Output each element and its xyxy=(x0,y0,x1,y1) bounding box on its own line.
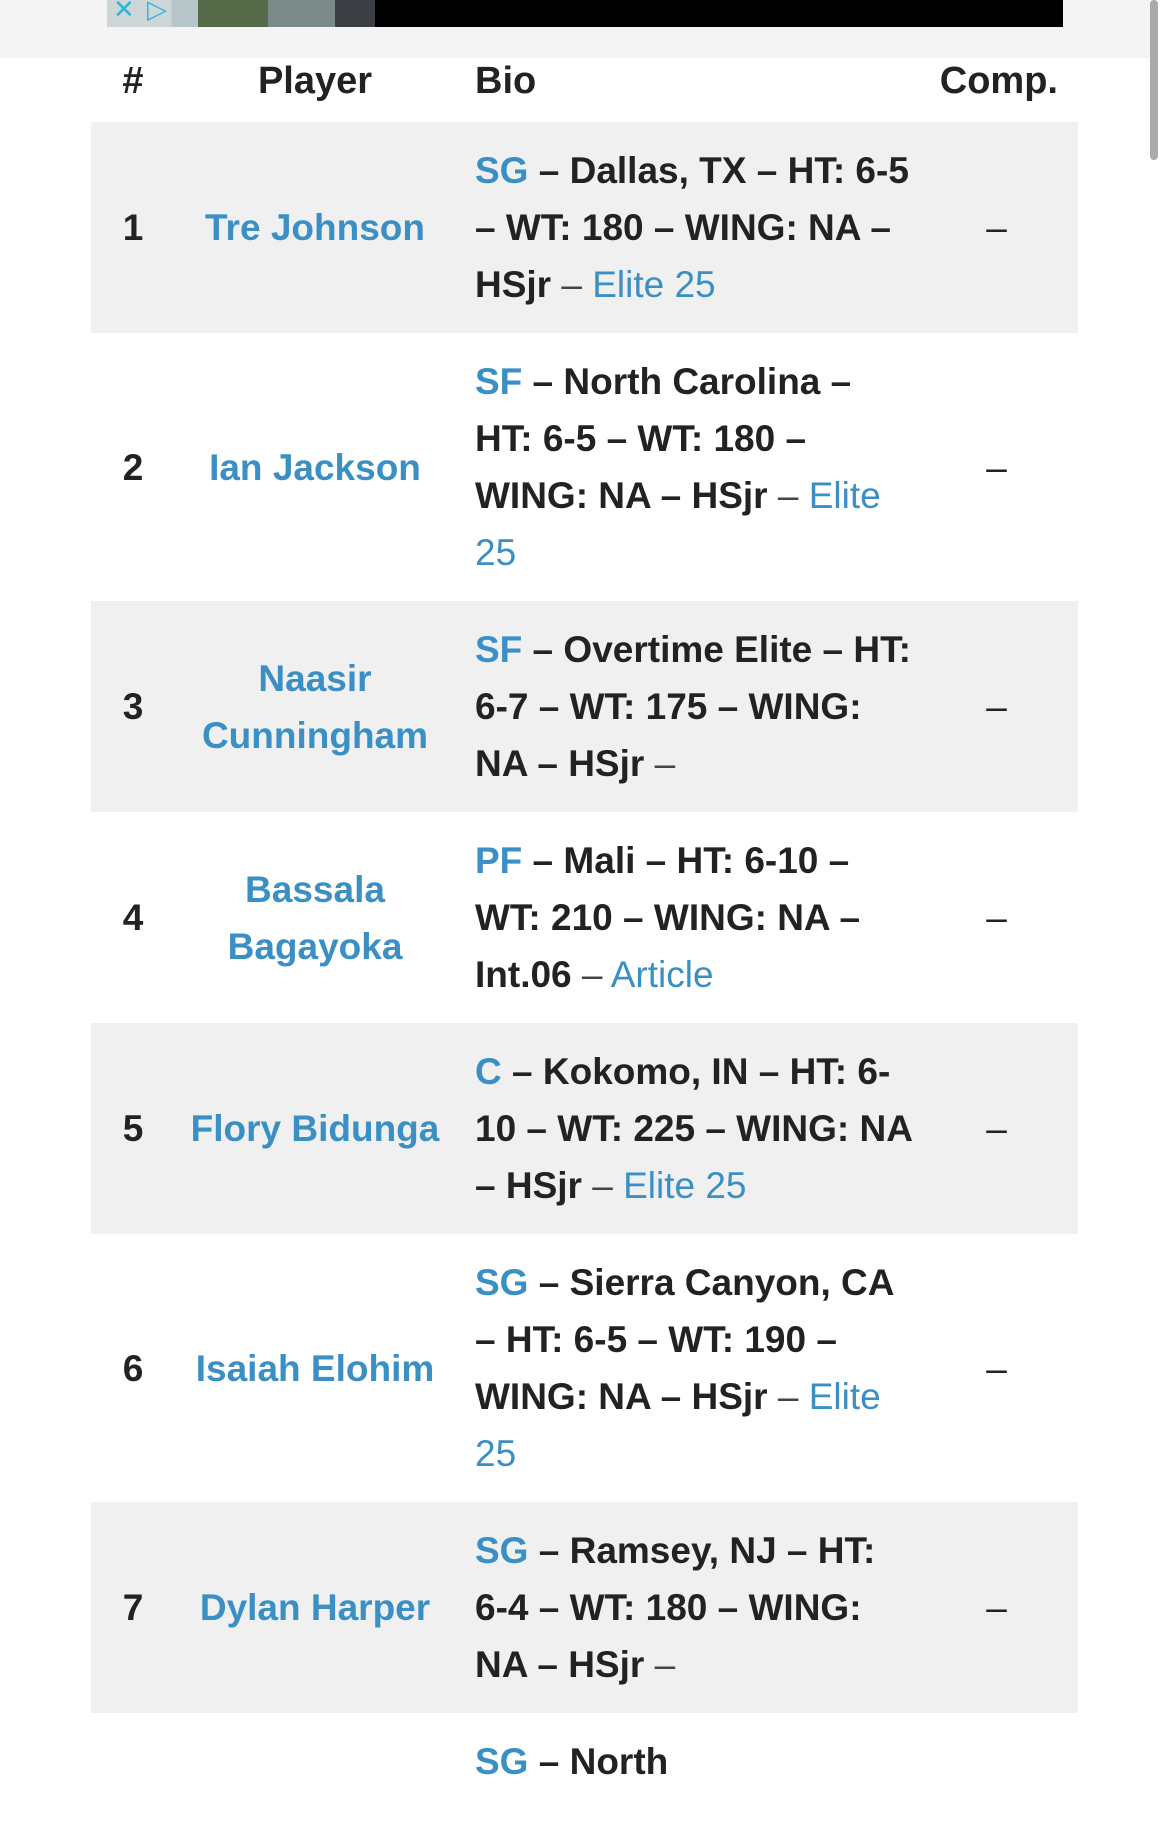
player-cell: Naasir Cunningham xyxy=(175,601,455,812)
player-link[interactable]: Tre Johnson xyxy=(205,207,425,248)
rank: 4 xyxy=(122,897,144,938)
player-cell xyxy=(175,1713,455,1810)
position-link[interactable]: SG xyxy=(475,150,529,191)
player-cell: Dylan Harper xyxy=(175,1502,455,1713)
bio-link[interactable]: Elite 25 xyxy=(623,1165,747,1206)
bio-text: – Dallas, TX – HT: 6-5 – WT: 180 – WING:… xyxy=(475,150,909,305)
position-link[interactable]: PF xyxy=(475,840,523,881)
bio-cell: SF – North Carolina – HT: 6-5 – WT: 180 … xyxy=(455,333,915,601)
header-rank: # xyxy=(122,59,144,102)
player-link[interactable]: Dylan Harper xyxy=(199,1587,431,1628)
position-link[interactable]: SF xyxy=(475,629,523,670)
position-link[interactable]: SG xyxy=(475,1262,529,1303)
header-bio: Bio xyxy=(475,59,537,102)
bio-separator: – xyxy=(644,1644,676,1685)
bio-separator: – xyxy=(581,1165,624,1206)
bio-separator: – xyxy=(571,954,611,995)
player-link[interactable]: Bassala Bagayoka xyxy=(227,868,403,967)
bio-cell: SF – Overtime Elite – HT: 6-7 – WT: 175 … xyxy=(455,601,915,812)
comp-cell xyxy=(915,1713,1078,1810)
bio-cell: SG – Dallas, TX – HT: 6-5 – WT: 180 – WI… xyxy=(455,122,915,333)
rank: 2 xyxy=(122,446,144,488)
comp-cell: – xyxy=(986,897,1007,938)
rankings-table: # Player Bio Comp. 1 Tre Johnson SG – Dall… xyxy=(91,40,1078,1810)
ad-banner[interactable]: ✕ ▷ xyxy=(107,0,1063,27)
header-comp: Comp. xyxy=(939,59,1058,102)
close-icon[interactable]: ✕ xyxy=(113,0,135,24)
table-row: SG – North xyxy=(91,1713,1078,1810)
position-link[interactable]: C xyxy=(475,1051,502,1092)
table-header: # Player Bio Comp. xyxy=(91,40,1078,122)
bio-separator: – xyxy=(551,264,593,305)
bio-text: – Ramsey, NJ – HT: 6-4 – WT: 180 – WING:… xyxy=(475,1530,876,1685)
table-row: 7 Dylan Harper SG – Ramsey, NJ – HT: 6-4 –… xyxy=(91,1502,1078,1713)
bio-text: – North xyxy=(528,1741,669,1782)
player-link[interactable]: Naasir Cunningham xyxy=(201,657,429,756)
scrollbar[interactable] xyxy=(1150,0,1158,160)
bio-cell: C – Kokomo, IN – HT: 6-10 – WT: 225 – WI… xyxy=(455,1023,915,1234)
player-cell: Isaiah Elohim xyxy=(175,1234,455,1502)
bio-link[interactable]: Article xyxy=(610,954,714,995)
table-row: 6 Isaiah Elohim SG – Sierra Canyon, CA – H… xyxy=(91,1234,1078,1502)
rank: 5 xyxy=(91,1023,175,1234)
bio-link[interactable]: Elite 25 xyxy=(475,1376,881,1474)
rank: 1 xyxy=(91,122,175,333)
bio-separator: – xyxy=(767,1376,809,1417)
table-row: 3 Naasir Cunningham SF – Overtime Elite – … xyxy=(91,601,1078,812)
bio-cell: SG – Ramsey, NJ – HT: 6-4 – WT: 180 – WI… xyxy=(455,1502,915,1713)
player-cell: Tre Johnson xyxy=(175,122,455,333)
rank: 3 xyxy=(91,601,175,812)
bio-text: – Mali – HT: 6-10 – WT: 210 – WING: NA –… xyxy=(475,840,861,995)
bio-link[interactable]: Elite 25 xyxy=(592,264,716,305)
table-row: 5 Flory Bidunga C – Kokomo, IN – HT: 6-10 … xyxy=(91,1023,1078,1234)
header-player: Player xyxy=(257,59,373,102)
rank xyxy=(91,1713,175,1810)
bio-separator: – xyxy=(644,743,676,784)
player-cell: Ian Jackson xyxy=(175,333,455,601)
rank: 7 xyxy=(91,1502,175,1713)
comp-cell: – xyxy=(915,601,1078,812)
comp-cell: – xyxy=(915,1023,1078,1234)
player-cell: Flory Bidunga xyxy=(175,1023,455,1234)
bio-separator: – xyxy=(767,475,809,516)
player-link[interactable]: Ian Jackson xyxy=(209,446,421,488)
ad-bar: ✕ ▷ xyxy=(0,0,1150,58)
position-link[interactable]: SG xyxy=(475,1741,529,1782)
bio-text: – Kokomo, IN – HT: 6-10 – WT: 225 – WING… xyxy=(475,1051,912,1206)
ad-image: ✕ ▷ xyxy=(107,0,375,27)
bio-cell: SG – Sierra Canyon, CA – HT: 6-5 – WT: 1… xyxy=(455,1234,915,1502)
table-row: 1 Tre Johnson SG – Dallas, TX – HT: 6-5 – … xyxy=(91,122,1078,333)
bio-link[interactable]: Elite 25 xyxy=(475,475,881,573)
rank: 6 xyxy=(122,1347,144,1389)
comp-cell: – xyxy=(915,122,1078,333)
comp-cell: – xyxy=(986,1347,1007,1389)
adchoices-icon[interactable]: ▷ xyxy=(147,0,167,24)
position-link[interactable]: SF xyxy=(475,361,523,402)
table-row: 2 Ian Jackson SF – North Carolina – HT: 6-… xyxy=(91,333,1078,601)
player-cell: Bassala Bagayoka xyxy=(175,812,455,1023)
table-row: 4 Bassala Bagayoka PF – Mali – HT: 6-10 – … xyxy=(91,812,1078,1023)
bio-text: – Overtime Elite – HT: 6-7 – WT: 175 – W… xyxy=(475,629,911,784)
bio-cell: PF – Mali – HT: 6-10 – WT: 210 – WING: N… xyxy=(455,812,915,1023)
position-link[interactable]: SG xyxy=(475,1530,529,1571)
player-link[interactable]: Flory Bidunga xyxy=(190,1108,440,1149)
bio-cell: SG – North xyxy=(455,1713,915,1810)
comp-cell: – xyxy=(986,446,1007,488)
comp-cell: – xyxy=(915,1502,1078,1713)
player-link[interactable]: Isaiah Elohim xyxy=(195,1347,435,1389)
bio-text: – North Carolina – HT: 6-5 – WT: 180 – W… xyxy=(475,361,852,516)
bio-text: – Sierra Canyon, CA – HT: 6-5 – WT: 190 … xyxy=(475,1262,894,1417)
